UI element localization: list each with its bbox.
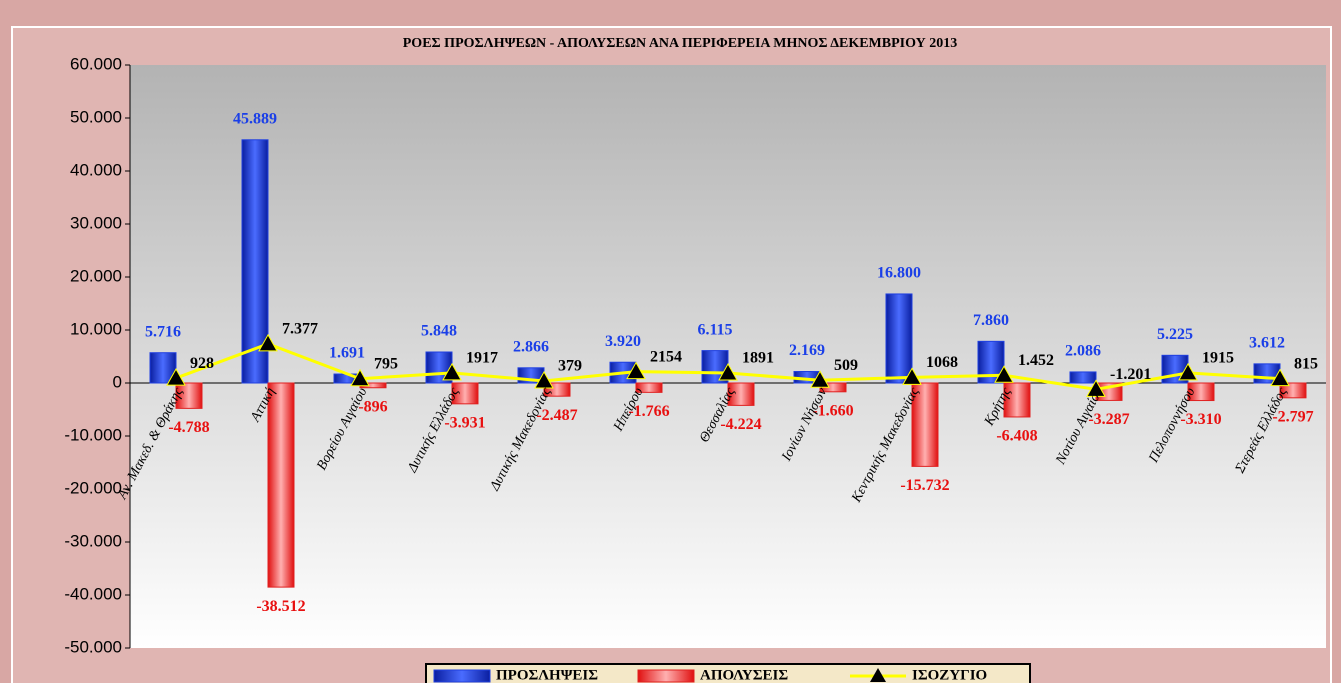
- data-label: 1.452: [1018, 352, 1054, 369]
- data-label: 815: [1294, 355, 1318, 372]
- legend-swatch: [433, 669, 491, 683]
- data-label: 5.848: [421, 323, 457, 340]
- data-label: 795: [374, 355, 398, 372]
- data-label: -4.788: [168, 419, 209, 436]
- data-label: -1.201: [1110, 366, 1151, 383]
- y-tick-label: -40.000: [64, 584, 122, 603]
- bar: [451, 382, 479, 405]
- data-label: 2.086: [1065, 343, 1101, 360]
- marker: [534, 370, 554, 389]
- legend-marker: [870, 668, 886, 682]
- data-label: 5.716: [145, 323, 181, 340]
- bar: [635, 382, 663, 393]
- data-label: -3.287: [1088, 411, 1129, 428]
- data-label: 3.612: [1249, 335, 1285, 352]
- data-label: -38.512: [256, 598, 305, 615]
- y-tick-label: 40.000: [70, 160, 122, 179]
- data-label: 16.800: [877, 265, 921, 282]
- data-label: 7.377: [282, 321, 318, 338]
- data-label: 7.860: [973, 312, 1009, 329]
- marker: [626, 361, 646, 380]
- data-label: 2.169: [789, 342, 825, 359]
- legend-label: ΠΡΟΣΛΗΨΕΙΣ: [496, 667, 598, 683]
- y-tick-label: 60.000: [70, 54, 122, 73]
- bar: [885, 293, 913, 384]
- data-label: -15.732: [900, 477, 949, 494]
- data-label: 5.225: [1157, 326, 1193, 343]
- data-label: 3.920: [605, 333, 641, 350]
- data-label: 1891: [742, 350, 774, 367]
- y-tick-label: -30.000: [64, 531, 122, 550]
- bar: [1003, 382, 1031, 418]
- bar: [1279, 382, 1307, 399]
- data-label: -2.487: [536, 407, 577, 424]
- data-label: 1.691: [329, 345, 365, 362]
- y-tick-label: -50.000: [64, 637, 122, 656]
- data-label: 2154: [650, 348, 682, 365]
- bar: [1187, 382, 1215, 402]
- y-tick-label: 50.000: [70, 107, 122, 126]
- data-label: 6.115: [697, 321, 732, 338]
- marker: [718, 362, 738, 381]
- y-tick-label: 20.000: [70, 266, 122, 285]
- chart-title: ΡΟΕΣ ΠΡΟΣΛΗΨΕΩΝ - ΑΠΟΛΥΣΕΩΝ ΑΝΑ ΠΕΡΙΦΕΡΕ…: [403, 36, 958, 51]
- marker: [994, 365, 1014, 383]
- y-tick-label: 30.000: [70, 213, 122, 232]
- marker: [902, 367, 922, 385]
- legend-label: ΑΠΟΛΥΣΕΙΣ: [700, 667, 788, 683]
- data-label: -2.797: [1272, 408, 1313, 425]
- marker: [350, 368, 370, 387]
- data-label: 1915: [1202, 350, 1234, 367]
- data-label: 1068: [926, 354, 958, 371]
- data-label: -1.766: [628, 403, 669, 420]
- data-label: -896: [358, 398, 387, 415]
- marker: [810, 370, 830, 388]
- data-label: -4.224: [720, 416, 761, 433]
- y-tick-label: -20.000: [64, 478, 122, 497]
- y-tick-label: -10.000: [64, 425, 122, 444]
- data-label: -1.660: [812, 402, 853, 419]
- y-tick-label: 10.000: [70, 319, 122, 338]
- bar: [267, 382, 295, 588]
- data-label: 509: [834, 357, 858, 374]
- bar: [1069, 371, 1097, 384]
- marker: [442, 362, 462, 381]
- marker: [166, 368, 186, 386]
- data-label: -3.310: [1180, 411, 1221, 428]
- data-label: 1917: [466, 350, 498, 367]
- bar: [175, 382, 203, 409]
- marker: [258, 333, 278, 352]
- legend-swatch: [637, 669, 695, 683]
- y-tick-label: 0: [113, 372, 122, 391]
- marker: [1178, 362, 1198, 381]
- data-label: 379: [558, 358, 582, 375]
- data-label: -3.931: [444, 415, 485, 432]
- data-label: -6.408: [996, 428, 1037, 445]
- bar: [727, 382, 755, 406]
- marker: [1086, 379, 1106, 397]
- marker: [1270, 368, 1290, 387]
- data-label: 928: [190, 355, 214, 372]
- data-label: 45.889: [233, 110, 277, 127]
- legend-label: ΙΣΟΖΥΓΙΟ: [912, 667, 987, 683]
- bar: [911, 382, 939, 467]
- data-label: 2.866: [513, 338, 549, 355]
